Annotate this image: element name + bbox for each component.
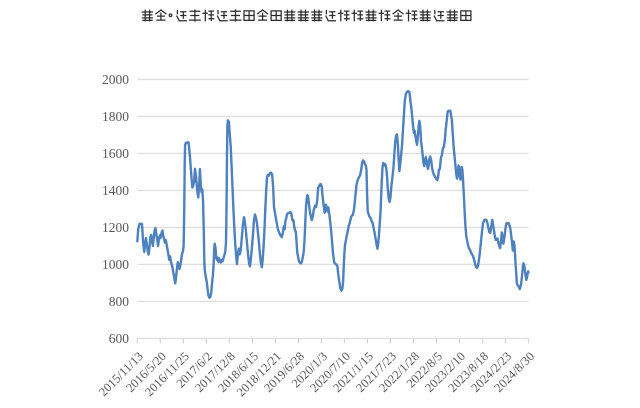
svg-text:1000: 1000 [102, 257, 129, 272]
svg-text:1400: 1400 [102, 183, 129, 198]
svg-text:600: 600 [109, 331, 130, 346]
svg-text:800: 800 [109, 294, 130, 309]
svg-text:2000: 2000 [102, 72, 129, 87]
svg-text:1800: 1800 [102, 109, 129, 124]
svg-text:1200: 1200 [102, 220, 129, 235]
svg-text:1600: 1600 [102, 146, 129, 161]
